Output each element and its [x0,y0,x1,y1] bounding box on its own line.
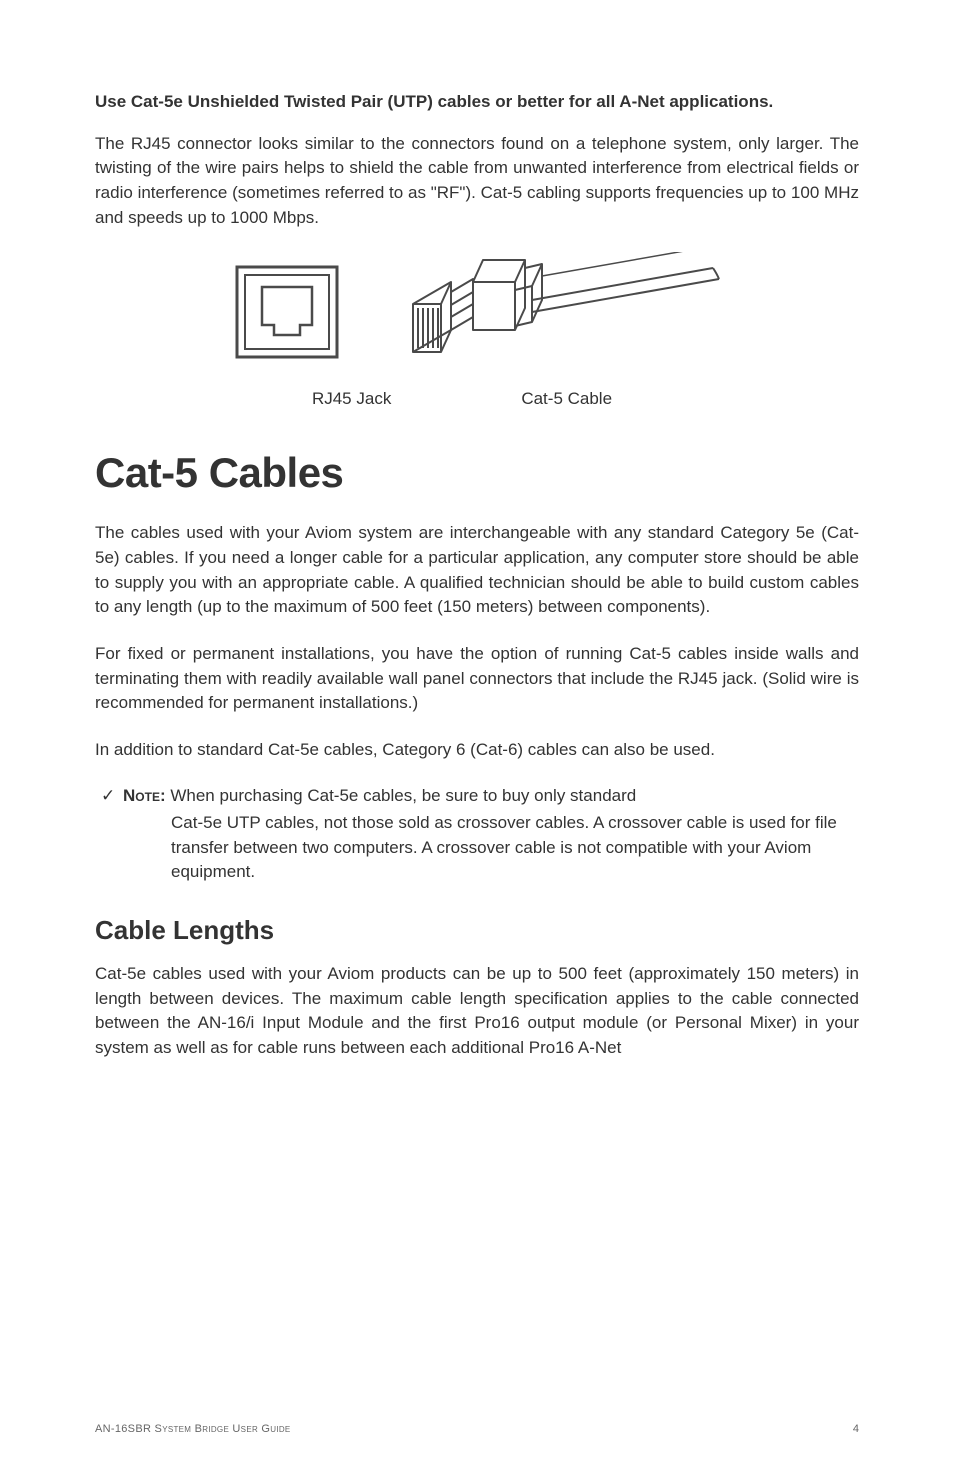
note-block: ✓ Note: When purchasing Cat-5e cables, b… [101,784,859,885]
para-2: For fixed or permanent installations, yo… [95,642,859,716]
diagram-captions: RJ45 Jack Cat-5 Cable [95,389,859,409]
intro-bold: Use Cat-5e Unshielded Twisted Pair (UTP)… [95,90,859,114]
heading-cable-lengths: Cable Lengths [95,915,859,946]
note-label: Note: [123,786,166,805]
para-1: The cables used with your Aviom system a… [95,521,859,620]
note-rest: Cat-5e UTP cables, not those sold as cro… [123,811,859,885]
cable-caption: Cat-5 Cable [521,389,612,409]
check-icon: ✓ [101,784,123,885]
para-4: Cat-5e cables used with your Aviom produ… [95,962,859,1061]
para-3: In addition to standard Cat-5e cables, C… [95,738,859,763]
jack-caption: RJ45 Jack [312,389,391,409]
page-footer: AN-16SBR System Bridge User Guide 4 [95,1423,859,1435]
footer-page-number: 4 [853,1423,859,1435]
diagram-row [95,252,859,377]
rj45-jack-icon [227,257,347,372]
intro-body: The RJ45 connector looks similar to the … [95,132,859,231]
footer-title: AN-16SBR System Bridge User Guide [95,1423,291,1435]
cat5-cable-icon [407,252,727,377]
note-line1: When purchasing Cat-5e cables, be sure t… [166,786,637,805]
heading-cat5-cables: Cat-5 Cables [95,449,859,497]
